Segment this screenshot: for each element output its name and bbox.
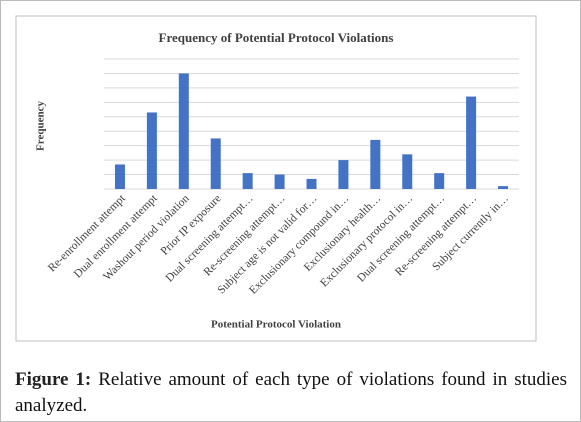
bar (242, 173, 253, 189)
caption: Figure 1: Relative amount of each type o… (15, 367, 567, 419)
bar (434, 173, 445, 189)
bar (306, 178, 317, 189)
bar (210, 138, 221, 189)
bar (146, 112, 157, 189)
caption-text: Relative amount of each type of violatio… (15, 369, 567, 416)
x-axis-label: Potential Protocol Violation (211, 319, 341, 331)
bar (178, 73, 189, 189)
bar (274, 174, 285, 189)
bar (498, 186, 509, 189)
bar (402, 154, 413, 189)
chart: Frequency of Potential Protocol Violatio… (15, 15, 537, 342)
caption-label: Figure 1: (15, 369, 92, 390)
bar (466, 96, 477, 189)
y-axis-label: Frequency (35, 101, 47, 151)
bar (338, 160, 349, 189)
chart-title: Frequency of Potential Protocol Violatio… (159, 30, 394, 45)
bar (370, 139, 381, 189)
bar (114, 164, 125, 189)
